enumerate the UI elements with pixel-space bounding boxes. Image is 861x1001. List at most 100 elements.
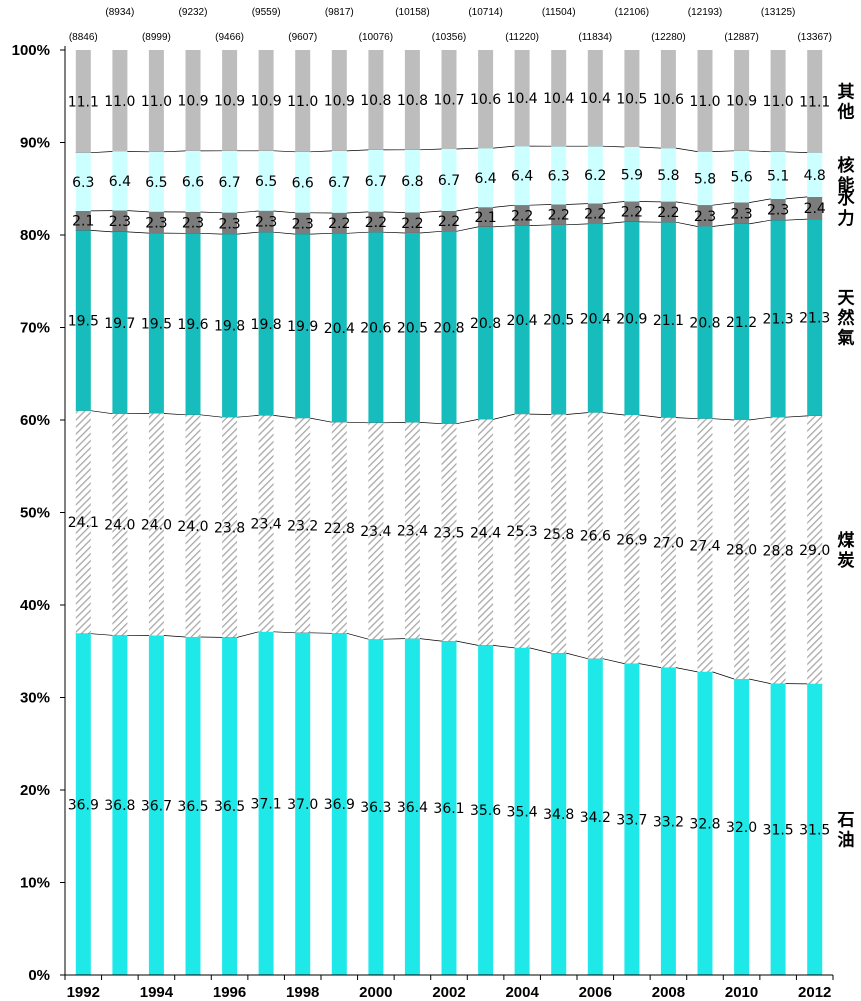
bar-segment (807, 415, 823, 684)
value-label: 10.9 (177, 93, 208, 109)
value-label: 6.8 (401, 174, 423, 190)
value-label: 10.8 (360, 93, 391, 109)
series-label-char: 炭 (838, 550, 855, 571)
bar-segment (222, 637, 238, 975)
bar-segment (587, 203, 603, 224)
value-label: 4.8 (804, 168, 826, 184)
value-label: 36.9 (68, 797, 99, 813)
value-label: 22.8 (324, 521, 355, 537)
total-label: (12280) (651, 32, 685, 43)
bar-segment (404, 212, 420, 233)
y-tick-label: 60% (20, 412, 50, 429)
value-label: 2.2 (621, 205, 643, 221)
bar-segment (185, 212, 201, 234)
value-label: 19.5 (68, 314, 99, 330)
bar-segment (514, 225, 530, 415)
value-label: 29.0 (799, 543, 830, 559)
series-label-char: 然 (838, 308, 855, 329)
bar-segment (807, 196, 823, 220)
total-label: (11220) (505, 32, 539, 43)
bar-segment (587, 412, 603, 659)
bar-segment (148, 50, 164, 152)
bar-segment (112, 635, 128, 975)
value-label: 10.9 (324, 93, 355, 109)
bar-segment (697, 226, 713, 419)
value-label: 24.0 (104, 518, 135, 534)
value-label: 2.3 (694, 209, 716, 225)
bar-segment (368, 639, 384, 975)
bar-segment (368, 211, 384, 233)
value-label: 36.9 (324, 797, 355, 813)
value-label: 31.5 (763, 822, 794, 838)
value-label: 10.7 (433, 92, 464, 108)
value-label: 36.7 (141, 798, 172, 814)
bar-segment (660, 417, 676, 668)
total-label: (9607) (288, 32, 317, 43)
x-tick-label: 1992 (67, 984, 100, 1001)
bar-segment (368, 232, 384, 423)
value-label: 36.8 (104, 798, 135, 814)
y-tick-label: 50% (20, 505, 50, 522)
value-label: 23.8 (214, 520, 245, 536)
x-tick-label: 2004 (505, 984, 539, 1001)
value-label: 23.4 (360, 524, 391, 540)
value-label: 19.5 (141, 316, 172, 332)
value-label: 27.4 (689, 538, 720, 554)
value-label: 20.5 (397, 321, 428, 337)
bar-segment (441, 50, 457, 149)
y-tick-label: 40% (20, 597, 50, 614)
bar-segment (75, 230, 91, 411)
bar-segment (75, 50, 91, 153)
bar-segment (258, 415, 274, 632)
bar-segment (148, 413, 164, 636)
value-label: 2.2 (657, 205, 679, 221)
axes: 0% 10% 20% 30% 40% 50% 60% 70% 80% 90% 100% 1992 199… (12, 42, 834, 1001)
value-label: 20.6 (360, 321, 391, 337)
value-label: 10.9 (251, 93, 282, 109)
bar-segment (624, 201, 640, 222)
value-label: 2.2 (401, 216, 423, 232)
bar-segment (222, 50, 238, 151)
bar-segment (148, 635, 164, 975)
value-label: 11.0 (763, 94, 794, 110)
bar-segment (295, 212, 311, 235)
value-label: 21.2 (726, 315, 757, 331)
series-label-char: 氣 (838, 328, 855, 349)
value-label: 37.0 (287, 797, 318, 813)
value-label: 2.3 (145, 216, 167, 232)
total-label: (12106) (615, 7, 649, 18)
value-label: 6.6 (182, 174, 204, 190)
x-tick-label: 1996 (213, 984, 246, 1001)
bar-segment (551, 50, 567, 147)
value-label: 28.8 (763, 543, 794, 559)
value-label: 6.6 (292, 175, 314, 191)
bar-segment (478, 645, 494, 975)
value-label: 26.6 (580, 529, 611, 545)
bar-segment (404, 638, 420, 975)
bar-segment (514, 414, 530, 648)
value-label: 6.7 (328, 175, 350, 191)
value-label: 6.5 (255, 174, 277, 190)
bar-segment (734, 202, 750, 224)
value-label: 34.2 (580, 810, 611, 826)
value-label: 32.8 (689, 816, 720, 832)
bar-segment (331, 150, 347, 213)
bar-segment (148, 233, 164, 414)
bar-segment (258, 211, 274, 233)
bar-segment (734, 150, 750, 203)
value-label: 2.2 (511, 208, 533, 224)
bar-segment (478, 207, 494, 227)
value-label: 19.8 (214, 319, 245, 335)
value-label: 23.4 (251, 517, 282, 533)
bar-segment (404, 422, 420, 639)
y-tick-label: 90% (20, 135, 50, 152)
bar-segment (587, 50, 603, 147)
bar-segments (75, 50, 823, 976)
value-label: 6.4 (474, 171, 496, 187)
value-label: 23.5 (433, 525, 464, 541)
value-label: 33.2 (653, 814, 684, 830)
bar-segment (222, 212, 238, 235)
bar-segment (514, 50, 530, 147)
value-label: 24.4 (470, 525, 501, 541)
value-label: 6.7 (438, 173, 460, 189)
